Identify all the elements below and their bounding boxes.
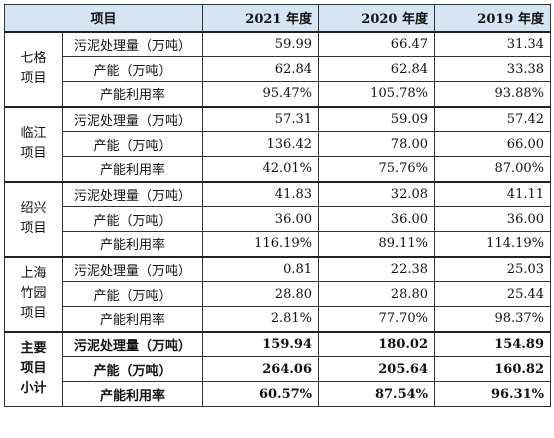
row-label: 产能利用率 — [61, 81, 204, 107]
value-cell: 114.19% — [434, 231, 552, 257]
value-cell: 36.00 — [202, 206, 320, 232]
table-row: 产能（万吨） 62.84 62.84 33.38 — [5, 56, 552, 82]
value-cell: 25.44 — [434, 281, 552, 307]
group-qige: 七格 项目 污泥处理量（万吨） 59.99 66.47 31.34 产能（万吨） … — [4, 30, 552, 107]
value-cell: 0.81 — [202, 255, 320, 282]
table-row: 产能利用率 42.01% 75.76% 87.00% — [5, 156, 552, 182]
group-name: 绍兴 项目 — [4, 180, 63, 257]
value-cell: 87.00% — [434, 156, 552, 182]
value-cell: 31.34 — [434, 30, 552, 57]
value-cell: 57.42 — [434, 105, 552, 132]
row-label: 污泥处理量（万吨） — [61, 330, 204, 357]
table-row: 产能（万吨） 264.06 205.64 160.82 — [5, 356, 552, 382]
group-linjiang: 临江 项目 污泥处理量（万吨） 57.31 59.09 57.42 产能（万吨） … — [4, 105, 552, 182]
group-name: 七格 项目 — [4, 30, 63, 107]
value-cell: 57.31 — [202, 105, 320, 132]
table-row: 产能（万吨） 36.00 36.00 36.00 — [5, 206, 552, 232]
row-label: 污泥处理量（万吨） — [61, 30, 204, 57]
value-cell: 95.47% — [202, 81, 320, 107]
table-row: 产能利用率 95.47% 105.78% 93.88% — [5, 81, 552, 107]
row-label: 产能（万吨） — [61, 131, 204, 157]
value-cell: 66.00 — [434, 131, 552, 157]
row-label: 产能（万吨） — [61, 206, 204, 232]
value-cell: 60.57% — [202, 381, 320, 407]
value-cell: 42.01% — [202, 156, 320, 182]
value-cell: 180.02 — [318, 330, 436, 357]
row-label: 产能利用率 — [61, 306, 204, 332]
row-label: 产能利用率 — [61, 231, 204, 257]
value-cell: 36.00 — [318, 206, 436, 232]
row-label: 污泥处理量（万吨） — [61, 180, 204, 207]
group-shaoxing: 绍兴 项目 污泥处理量（万吨） 41.83 32.08 41.11 产能（万吨） … — [4, 180, 552, 257]
header-year-2019: 2019 年度 — [434, 4, 552, 32]
value-cell: 77.70% — [318, 306, 436, 332]
value-cell: 78.00 — [318, 131, 436, 157]
group-subtotal: 主要 项目 小计 污泥处理量（万吨） 159.94 180.02 154.89 产能… — [4, 330, 552, 407]
table-row: 产能利用率 116.19% 89.11% 114.19% — [5, 231, 552, 257]
group-name: 上海 竹园 项目 — [4, 255, 63, 332]
value-cell: 62.84 — [318, 56, 436, 82]
value-cell: 2.81% — [202, 306, 320, 332]
value-cell: 93.88% — [434, 81, 552, 107]
value-cell: 33.38 — [434, 56, 552, 82]
header-year-2020: 2020 年度 — [318, 4, 436, 32]
value-cell: 59.99 — [202, 30, 320, 57]
value-cell: 28.80 — [318, 281, 436, 307]
value-cell: 159.94 — [202, 330, 320, 357]
value-cell: 36.00 — [434, 206, 552, 232]
value-cell: 264.06 — [202, 356, 320, 382]
value-cell: 96.31% — [434, 381, 552, 407]
value-cell: 105.78% — [318, 81, 436, 107]
group-name: 主要 项目 小计 — [4, 330, 63, 407]
capacity-utilization-table: 项目 2021 年度 2020 年度 2019 年度 七格 项目 污泥处理量（万吨… — [3, 4, 552, 407]
value-cell: 98.37% — [434, 306, 552, 332]
header-row: 项目 2021 年度 2020 年度 2019 年度 — [3, 4, 552, 32]
table-row: 主要 项目 小计 污泥处理量（万吨） 159.94 180.02 154.89 — [4, 330, 552, 407]
value-cell: 28.80 — [202, 281, 320, 307]
group-shanghai-zhuyuan: 上海 竹园 项目 污泥处理量（万吨） 0.81 22.38 25.03 产能（万吨）… — [4, 255, 552, 332]
table-row: 产能利用率 2.81% 77.70% 98.37% — [5, 306, 552, 332]
table-row: 上海 竹园 项目 污泥处理量（万吨） 0.81 22.38 25.03 — [4, 255, 552, 332]
row-label: 产能利用率 — [61, 156, 204, 182]
value-cell: 87.54% — [318, 381, 436, 407]
value-cell: 62.84 — [202, 56, 320, 82]
table-row: 产能利用率 60.57% 87.54% 96.31% — [5, 381, 552, 407]
value-cell: 89.11% — [318, 231, 436, 257]
table-row: 绍兴 项目 污泥处理量（万吨） 41.83 32.08 41.11 — [4, 180, 552, 257]
value-cell: 32.08 — [318, 180, 436, 207]
value-cell: 41.11 — [434, 180, 552, 207]
value-cell: 25.03 — [434, 255, 552, 282]
value-cell: 41.83 — [202, 180, 320, 207]
table-row: 七格 项目 污泥处理量（万吨） 59.99 66.47 31.34 — [4, 30, 552, 107]
value-cell: 75.76% — [318, 156, 436, 182]
group-name: 临江 项目 — [4, 105, 63, 182]
value-cell: 59.09 — [318, 105, 436, 132]
table-row: 产能（万吨） 28.80 28.80 25.44 — [5, 281, 552, 307]
capacity-table-container: 项目 2021 年度 2020 年度 2019 年度 七格 项目 污泥处理量（万吨… — [3, 4, 552, 407]
value-cell: 154.89 — [434, 330, 552, 357]
row-label: 产能利用率 — [61, 381, 204, 407]
header-year-2021: 2021 年度 — [202, 4, 320, 32]
value-cell: 22.38 — [318, 255, 436, 282]
value-cell: 160.82 — [434, 356, 552, 382]
row-label: 污泥处理量（万吨） — [61, 255, 204, 282]
value-cell: 66.47 — [318, 30, 436, 57]
value-cell: 116.19% — [202, 231, 320, 257]
header-item: 项目 — [3, 4, 204, 32]
row-label: 产能（万吨） — [61, 56, 204, 82]
value-cell: 205.64 — [318, 356, 436, 382]
row-label: 产能（万吨） — [61, 356, 204, 382]
row-label: 污泥处理量（万吨） — [61, 105, 204, 132]
table-row: 产能（万吨） 136.42 78.00 66.00 — [5, 131, 552, 157]
table-row: 临江 项目 污泥处理量（万吨） 57.31 59.09 57.42 — [4, 105, 552, 182]
row-label: 产能（万吨） — [61, 281, 204, 307]
value-cell: 136.42 — [202, 131, 320, 157]
